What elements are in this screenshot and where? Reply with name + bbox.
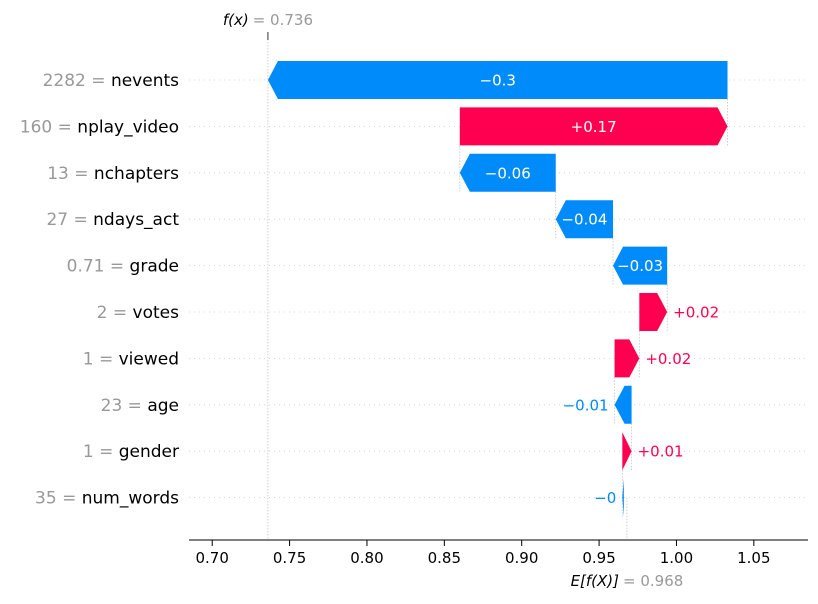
- bar-label-nevents: −0.3: [480, 72, 516, 90]
- feature-label-votes: 2 = votes: [97, 303, 179, 323]
- feature-value: 1 =: [83, 442, 119, 462]
- bar-age: [614, 385, 632, 424]
- bar-nplay_video: [459, 107, 728, 146]
- x-tick-label: 0.75: [273, 549, 306, 567]
- x-tick-label: 1.05: [737, 549, 770, 567]
- feature-labels: 2282 = nevents 160 = nplay_video 13 = ncha…: [20, 71, 180, 509]
- feature-label-gender: 1 = gender: [83, 442, 179, 462]
- x-axis: 0.70 0.75 0.80 0.85 0.90 0.95 1.00 1.05: [189, 539, 808, 567]
- feature-name: nplay_video: [77, 117, 179, 137]
- bar-num_words: [622, 478, 624, 517]
- feature-label-nplay_video: 160 = nplay_video: [20, 117, 179, 137]
- bar-label-gender: +0.01: [638, 443, 684, 461]
- feature-label-grade: 0.71 = grade: [67, 257, 179, 277]
- feature-value: 23 =: [101, 396, 148, 416]
- feature-name: grade: [130, 257, 179, 277]
- feature-value: 13 =: [47, 164, 94, 184]
- x-tick-label: 0.85: [428, 549, 461, 567]
- feature-label-viewed: 1 = viewed: [83, 349, 179, 369]
- feature-name: nevents: [111, 71, 179, 91]
- bar-label-grade: −0.03: [617, 257, 663, 275]
- annotations: f(x) = 0.736 E[f(X)] = 0.968: [223, 11, 683, 590]
- bar-label-votes: +0.02: [673, 304, 719, 322]
- feature-label-nchapters: 13 = nchapters: [47, 164, 179, 184]
- feature-label-nevents: 2282 = nevents: [43, 71, 180, 91]
- feature-name: nchapters: [94, 164, 179, 184]
- bar-viewed: [614, 339, 640, 378]
- fx-value: = 0.736: [253, 11, 313, 29]
- bar-ndays_act: [555, 200, 614, 239]
- x-tick-label: 0.80: [350, 549, 383, 567]
- feature-value: 35 =: [35, 489, 82, 509]
- contribution-labels: −0.3 +0.17 −0.06 −0.04 −0.03 +0.02 +0.02 −0.01 +…: [480, 72, 720, 508]
- bar-votes: [639, 293, 668, 331]
- feature-name: gender: [119, 442, 179, 462]
- fx-annotation: f(x) = 0.736: [223, 11, 313, 29]
- feature-label-age: 23 = age: [101, 396, 179, 416]
- feature-name: votes: [133, 303, 180, 323]
- bar-label-ndays_act: −0.04: [561, 211, 607, 229]
- bar-label-num_words: −0: [594, 489, 616, 507]
- bar-nchapters: [459, 153, 556, 192]
- x-tick-label: 0.90: [505, 549, 538, 567]
- feature-value: 1 =: [83, 349, 119, 369]
- efx-value: = 0.968: [623, 572, 683, 590]
- x-tick-label: 0.70: [196, 549, 229, 567]
- x-tick-label: 1.00: [660, 549, 693, 567]
- bar-nevents: [267, 61, 728, 99]
- bar-label-age: −0.01: [563, 396, 609, 414]
- efx-label: E[f(X)]: [571, 572, 620, 590]
- efx-annotation: E[f(X)] = 0.968: [571, 572, 684, 590]
- feature-value: 2282 =: [43, 71, 111, 91]
- feature-name: viewed: [119, 349, 179, 369]
- bar-grade: [613, 246, 668, 285]
- feature-name: age: [147, 396, 179, 416]
- bar-label-nplay_video: +0.17: [571, 118, 617, 136]
- contribution-bars: [267, 61, 728, 517]
- bar-label-nchapters: −0.06: [485, 164, 531, 182]
- feature-value: 160 =: [20, 117, 78, 137]
- x-tick-label: 0.95: [582, 549, 615, 567]
- feature-label-num_words: 35 = num_words: [35, 489, 179, 509]
- feature-value: 0.71 =: [67, 257, 130, 277]
- reference-lines: [267, 32, 628, 540]
- bar-label-viewed: +0.02: [645, 350, 691, 368]
- fx-label: f(x): [223, 11, 249, 29]
- bar-gender: [622, 432, 632, 471]
- feature-name: num_words: [82, 489, 179, 509]
- feature-name: ndays_act: [93, 210, 179, 230]
- feature-value: 2 =: [97, 303, 133, 323]
- feature-value: 27 =: [46, 210, 93, 230]
- feature-label-ndays_act: 27 = ndays_act: [46, 210, 179, 230]
